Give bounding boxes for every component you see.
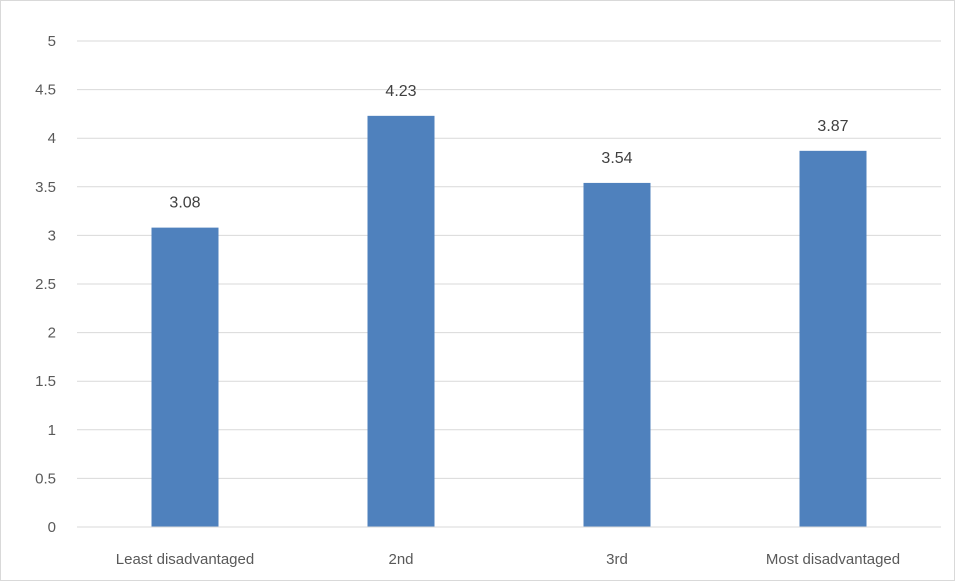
- gridlines: [77, 40, 941, 479]
- x-tick-label: Least disadvantaged: [116, 551, 254, 568]
- x-tick-label: 3rd: [606, 551, 628, 568]
- y-tick-label: 4.5: [35, 82, 56, 99]
- y-tick-label: 0: [48, 519, 56, 536]
- bar: [583, 182, 651, 528]
- x-tick-label: Most disadvantaged: [766, 551, 900, 568]
- x-axis-tick-labels: Least disadvantaged 2nd 3rd Most disadvanta…: [116, 551, 900, 568]
- data-label: 3.87: [817, 118, 848, 135]
- y-tick-label: 1: [48, 422, 56, 439]
- y-tick-label: 1.5: [35, 373, 56, 390]
- y-axis-tick-labels: 0 0.5 1 1.5 2 2.5 3 3.5 4 4.5 5: [35, 33, 56, 536]
- y-tick-label: 4: [48, 130, 56, 147]
- y-tick-label: 5: [48, 33, 56, 50]
- bar: [151, 227, 219, 527]
- bars: [151, 115, 867, 528]
- data-label: 3.54: [601, 150, 632, 167]
- bar: [367, 115, 435, 528]
- y-tick-label: 2: [48, 325, 56, 342]
- y-tick-label: 3: [48, 227, 56, 244]
- y-tick-label: 2.5: [35, 276, 56, 293]
- y-tick-label: 3.5: [35, 179, 56, 196]
- bar: [799, 150, 867, 527]
- y-tick-label: 0.5: [35, 470, 56, 487]
- data-labels: 3.08 4.23 3.54 3.87: [169, 83, 848, 212]
- x-tick-label: 2nd: [388, 551, 413, 568]
- data-label: 4.23: [385, 83, 416, 100]
- data-label: 3.08: [169, 195, 200, 212]
